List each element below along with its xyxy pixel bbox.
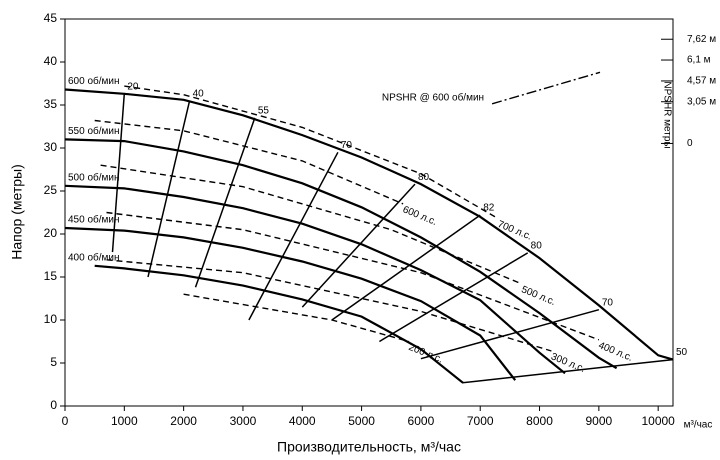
- x-tick-label: 7000: [467, 414, 494, 428]
- x-unit: м³/час: [684, 420, 713, 431]
- efficiency-label: 50: [676, 347, 688, 358]
- efficiency-curve: [194, 117, 256, 288]
- y2-tick-label: 3,05 м: [687, 96, 716, 107]
- speed-label: 400 об/мин: [68, 251, 120, 263]
- npshr-label: NPSHR @ 600 об/мин: [382, 91, 484, 103]
- y-tick-label: 45: [44, 11, 58, 25]
- efficiency-label: 80: [531, 241, 543, 252]
- efficiency-label: 20: [127, 81, 139, 92]
- plot-frame: [64, 18, 674, 407]
- efficiency-label: 70: [602, 297, 614, 308]
- power-curve: [100, 164, 522, 285]
- y-tick-label: 15: [44, 269, 58, 283]
- speed-curve: [64, 138, 618, 370]
- efficiency-curve: [331, 214, 481, 321]
- speed-label: 450 об/мин: [68, 214, 120, 226]
- power-curve: [94, 119, 404, 205]
- y-axis-title: Напор (метры): [9, 164, 25, 259]
- y-tick-label: 0: [50, 398, 57, 412]
- efficiency-curve: [420, 308, 600, 360]
- x-tick-label: 10000: [641, 414, 675, 428]
- efficiency-curve: [462, 358, 674, 384]
- power-label: 600 л.с.: [401, 204, 438, 228]
- x-tick-label: 0: [62, 414, 69, 428]
- y2-axis-title: NPSHR метры: [661, 81, 672, 148]
- y-tick-label: 20: [44, 226, 58, 240]
- x-tick-label: 9000: [586, 414, 613, 428]
- efficiency-label: 70: [341, 140, 353, 151]
- x-axis-title: Производительность, м³/час: [277, 439, 461, 455]
- x-tick-label: 5000: [348, 414, 375, 428]
- efficiency-label: 55: [258, 106, 270, 117]
- speed-curve: [64, 226, 517, 381]
- y-tick-label: 35: [44, 97, 58, 111]
- power-label: 700 л.с.: [496, 219, 533, 243]
- efficiency-curve: [111, 93, 126, 253]
- x-tick-label: 4000: [289, 414, 316, 428]
- efficiency-label: 82: [483, 203, 495, 214]
- speed-label: 600 об/мин: [68, 75, 120, 87]
- speed-curve: [94, 264, 464, 384]
- speed-curve: [64, 88, 674, 361]
- efficiency-curve: [147, 100, 191, 278]
- efficiency-curve: [301, 183, 416, 308]
- efficiency-curve: [379, 252, 529, 343]
- power-curve: [106, 211, 600, 341]
- npshr-curve: [491, 71, 601, 105]
- x-tick-label: 1000: [111, 414, 138, 428]
- y-tick-label: 5: [50, 355, 57, 369]
- y2-tick-label: 7,62 м: [687, 34, 716, 45]
- y-tick-label: 30: [44, 140, 58, 154]
- y-tick-label: 40: [44, 54, 58, 68]
- y2-tick-label: 6,1 м: [687, 55, 711, 66]
- x-tick-label: 3000: [230, 414, 257, 428]
- efficiency-label: 80: [418, 172, 430, 183]
- efficiency-curve: [248, 151, 339, 321]
- speed-curve: [64, 184, 566, 375]
- x-tick-label: 6000: [408, 414, 435, 428]
- x-tick-label: 2000: [170, 414, 197, 428]
- x-tick-label: 8000: [526, 414, 553, 428]
- power-curve: [124, 85, 499, 220]
- speed-label: 550 об/мин: [68, 125, 120, 137]
- y2-tick-label: 4,57 м: [687, 76, 716, 87]
- y-tick-label: 25: [44, 183, 58, 197]
- speed-label: 500 об/мин: [68, 171, 120, 183]
- y2-tick-label: 0: [687, 138, 693, 149]
- efficiency-label: 40: [193, 88, 205, 99]
- y-tick-label: 10: [44, 312, 58, 326]
